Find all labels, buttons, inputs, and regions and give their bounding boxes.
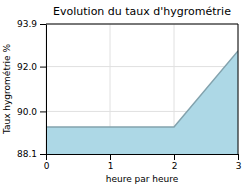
tick: 2 bbox=[172, 154, 178, 171]
chart-svg: 0 1 2 3 88.1 90.0 92.0 93.9 Evolution du taux d'… bbox=[0, 0, 250, 188]
tick-mark bbox=[40, 24, 46, 25]
tick: 88.1 bbox=[17, 149, 46, 159]
tick: 90.0 bbox=[17, 107, 46, 117]
axis-line bbox=[47, 154, 239, 155]
marks bbox=[46, 51, 238, 154]
area bbox=[46, 51, 238, 154]
y-axis-title: Taux hygrométrie % bbox=[2, 43, 12, 135]
tick-mark bbox=[110, 154, 111, 160]
grid-line bbox=[46, 66, 238, 67]
tick-label: 90.0 bbox=[17, 107, 37, 117]
grid-line bbox=[238, 24, 239, 154]
tick-mark bbox=[46, 154, 47, 160]
frame-line bbox=[46, 24, 238, 25]
tick-mark bbox=[238, 154, 239, 160]
x-axis: 0 1 2 3 bbox=[44, 154, 242, 171]
plot-area: 0 1 2 3 88.1 90.0 92.0 93.9 bbox=[17, 19, 241, 171]
axis-line bbox=[46, 25, 47, 155]
tick: 3 bbox=[236, 154, 242, 171]
frame-line bbox=[238, 24, 239, 154]
tick: 0 bbox=[44, 154, 50, 171]
line bbox=[46, 51, 238, 127]
tick-mark bbox=[40, 67, 46, 68]
tick-label: 1 bbox=[108, 161, 114, 171]
tick-mark bbox=[174, 154, 175, 160]
grid bbox=[46, 24, 238, 154]
grid-line bbox=[46, 24, 238, 25]
grid-line bbox=[46, 24, 47, 154]
tick: 93.9 bbox=[17, 19, 46, 29]
tick-label: 92.0 bbox=[17, 62, 37, 72]
tick: 92.0 bbox=[17, 62, 46, 72]
title: Evolution du taux d'hygrométrie bbox=[53, 5, 231, 18]
tick-label: 3 bbox=[236, 161, 242, 171]
x-axis-title: heure par heure bbox=[106, 174, 179, 184]
tick-label: 2 bbox=[172, 161, 178, 171]
chart-container: 0 1 2 3 88.1 90.0 92.0 93.9 Evolution du taux d'… bbox=[0, 0, 250, 188]
tick-label: 93.9 bbox=[17, 19, 37, 29]
tick: 1 bbox=[108, 154, 114, 171]
y-axis: 88.1 90.0 92.0 93.9 bbox=[17, 19, 47, 159]
tick-mark bbox=[40, 111, 46, 112]
tick-mark bbox=[40, 154, 46, 155]
tick-label: 88.1 bbox=[17, 149, 37, 159]
tick-label: 0 bbox=[44, 161, 50, 171]
